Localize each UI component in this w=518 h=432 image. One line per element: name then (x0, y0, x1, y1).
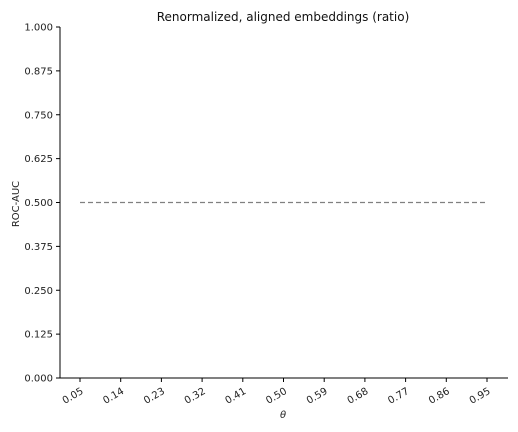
y-tick-label: 1.000 (24, 23, 53, 34)
y-tick-label: 0.625 (24, 154, 53, 165)
y-tick-label: 0.250 (24, 286, 53, 297)
y-axis-ticks: 0.000 0.125 0.250 0.375 0.500 0.625 0.750 0.875… (24, 23, 60, 385)
y-tick-label: 0.125 (24, 330, 53, 341)
y-tick-label: 0.750 (24, 110, 53, 121)
y-tick-label: 0.375 (24, 242, 53, 253)
x-tick-label: 0.50 (264, 386, 289, 407)
x-tick-label: 0.05 (61, 386, 86, 407)
x-tick-label: 0.41 (224, 386, 249, 407)
x-tick-label: 0.23 (142, 386, 167, 407)
chart-title: Renormalized, aligned embeddings (ratio) (157, 10, 410, 24)
y-tick-label: 0.000 (24, 374, 53, 385)
x-axis-label: θ (280, 410, 286, 421)
x-tick-label: 0.32 (183, 386, 208, 407)
x-tick-label: 0.68 (346, 386, 371, 407)
y-axis-label: ROC-AUC (11, 181, 22, 227)
x-tick-label: 0.77 (386, 386, 411, 407)
x-axis-ticks: 0.05 0.14 0.23 0.32 0.41 0.50 0.59 0.68 0.77 0.86… (61, 378, 493, 407)
y-tick-label: 0.875 (24, 66, 53, 77)
x-tick-label: 0.86 (427, 386, 452, 407)
y-tick-label: 0.500 (24, 198, 53, 209)
x-tick-label: 0.59 (305, 386, 330, 407)
x-tick-label: 0.14 (101, 386, 126, 407)
x-tick-label: 0.95 (468, 386, 493, 407)
